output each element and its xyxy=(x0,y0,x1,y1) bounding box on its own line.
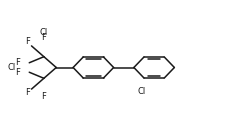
Text: F: F xyxy=(42,33,47,42)
Text: F: F xyxy=(42,92,47,101)
Text: Cl: Cl xyxy=(7,63,16,72)
Text: Cl: Cl xyxy=(138,87,146,96)
Text: Cl: Cl xyxy=(39,28,48,37)
Text: F: F xyxy=(15,58,20,67)
Text: F: F xyxy=(25,37,30,46)
Text: F: F xyxy=(25,88,30,97)
Text: F: F xyxy=(15,68,20,77)
